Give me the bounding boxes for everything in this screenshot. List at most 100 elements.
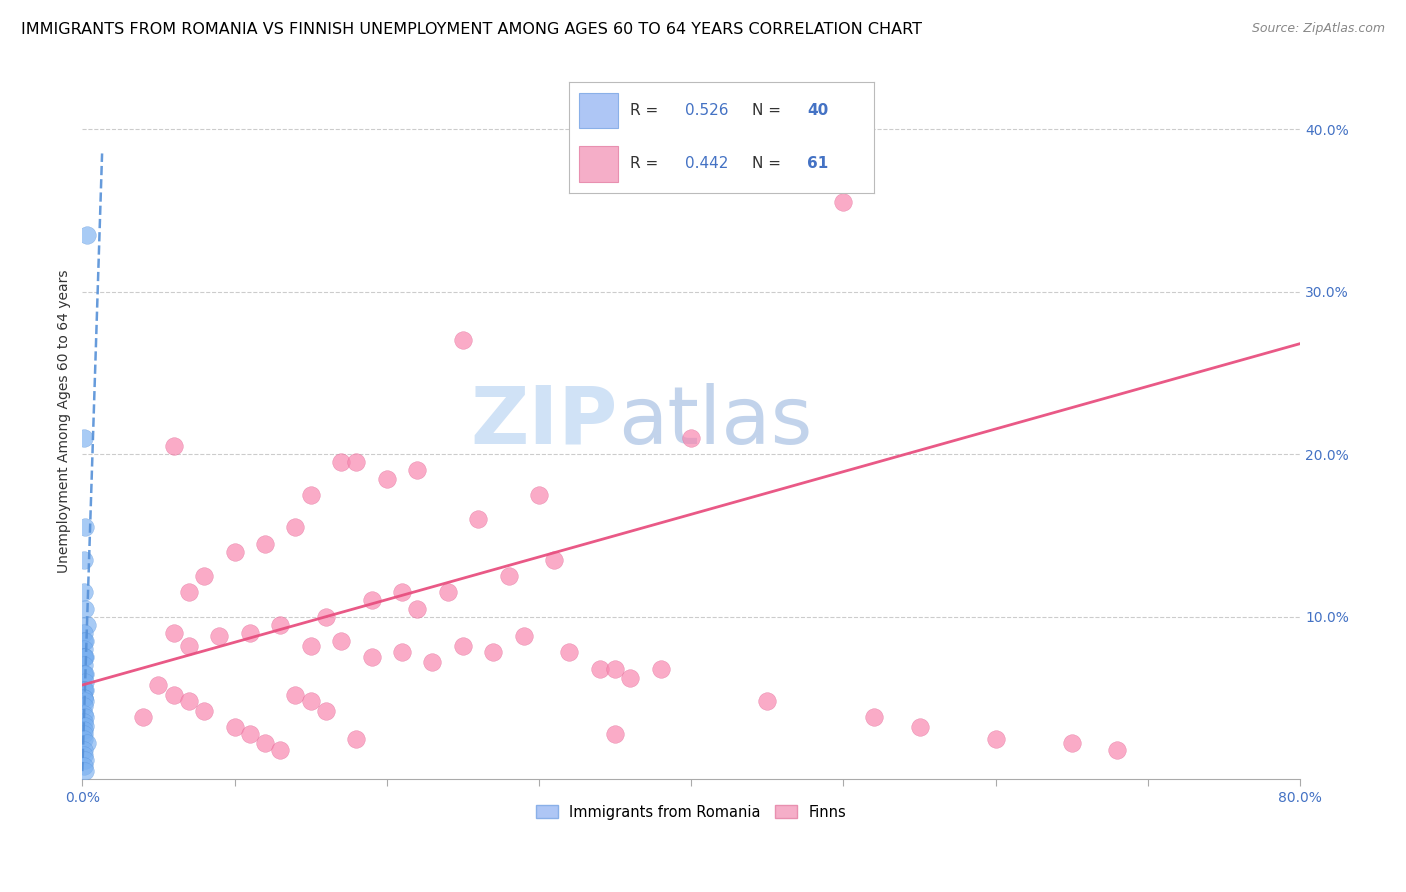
Point: [75, 601, 97, 615]
Point: [375, 471, 398, 485]
Point: [162, 626, 184, 640]
Point: [406, 463, 429, 477]
Point: [73, 723, 96, 738]
Point: [239, 626, 262, 640]
Point: [73, 731, 96, 746]
Point: [73, 634, 96, 648]
Point: [75, 650, 97, 665]
Point: [73, 682, 96, 697]
Point: [650, 662, 672, 676]
Point: [299, 488, 322, 502]
Point: [75, 666, 97, 681]
Point: [603, 727, 626, 741]
Point: [73, 666, 96, 681]
Point: [73, 585, 96, 599]
Point: [73, 431, 96, 445]
Point: [73, 690, 96, 705]
Point: [482, 645, 505, 659]
Point: [253, 737, 276, 751]
Point: [75, 718, 97, 732]
Point: [863, 710, 886, 724]
Point: [76, 737, 98, 751]
Point: [344, 455, 367, 469]
Point: [603, 662, 626, 676]
Point: [177, 585, 200, 599]
Point: [513, 629, 536, 643]
Point: [177, 639, 200, 653]
Point: [224, 544, 246, 558]
Point: [315, 704, 337, 718]
Point: [451, 334, 474, 348]
Point: [193, 569, 215, 583]
Point: [619, 672, 641, 686]
Point: [75, 682, 97, 697]
Point: [543, 553, 565, 567]
Point: [391, 585, 413, 599]
Point: [73, 707, 96, 722]
Point: [73, 759, 96, 773]
Point: [73, 690, 96, 705]
Point: [208, 629, 231, 643]
Point: [75, 710, 97, 724]
Point: [330, 455, 353, 469]
Point: [73, 699, 96, 714]
Point: [73, 650, 96, 665]
Point: [1060, 737, 1083, 751]
Point: [269, 743, 291, 757]
Point: [284, 520, 307, 534]
Point: [436, 585, 458, 599]
Point: [73, 626, 96, 640]
Text: Source: ZipAtlas.com: Source: ZipAtlas.com: [1251, 22, 1385, 36]
Point: [527, 488, 550, 502]
Point: [253, 536, 276, 550]
Point: [177, 694, 200, 708]
Point: [73, 658, 96, 673]
Point: [756, 694, 779, 708]
Point: [299, 694, 322, 708]
Text: atlas: atlas: [619, 383, 813, 460]
Point: [73, 666, 96, 681]
Point: [193, 704, 215, 718]
Point: [75, 764, 97, 778]
Point: [406, 601, 429, 615]
Point: [558, 645, 581, 659]
Point: [681, 431, 703, 445]
Point: [832, 195, 855, 210]
Point: [391, 645, 413, 659]
Point: [162, 688, 184, 702]
Point: [422, 655, 444, 669]
Point: [239, 727, 262, 741]
Legend: Immigrants from Romania, Finns: Immigrants from Romania, Finns: [530, 799, 852, 826]
Point: [162, 439, 184, 453]
Point: [360, 650, 382, 665]
Point: [224, 720, 246, 734]
Point: [360, 593, 382, 607]
Text: ZIP: ZIP: [471, 383, 619, 460]
Point: [75, 753, 97, 767]
Point: [75, 694, 97, 708]
Point: [75, 634, 97, 648]
Point: [1107, 743, 1129, 757]
Point: [73, 682, 96, 697]
Point: [75, 674, 97, 689]
Point: [73, 715, 96, 730]
Point: [284, 688, 307, 702]
Point: [315, 609, 337, 624]
Point: [76, 617, 98, 632]
Point: [73, 642, 96, 657]
Point: [451, 639, 474, 653]
Point: [589, 662, 612, 676]
Point: [76, 227, 98, 242]
Point: [330, 634, 353, 648]
Point: [498, 569, 520, 583]
Point: [467, 512, 489, 526]
Point: [269, 617, 291, 632]
Point: [73, 747, 96, 762]
Point: [908, 720, 931, 734]
Point: [132, 710, 155, 724]
Point: [344, 731, 367, 746]
Text: IMMIGRANTS FROM ROMANIA VS FINNISH UNEMPLOYMENT AMONG AGES 60 TO 64 YEARS CORREL: IMMIGRANTS FROM ROMANIA VS FINNISH UNEMP…: [21, 22, 922, 37]
Point: [73, 727, 96, 741]
Point: [73, 650, 96, 665]
Point: [75, 520, 97, 534]
